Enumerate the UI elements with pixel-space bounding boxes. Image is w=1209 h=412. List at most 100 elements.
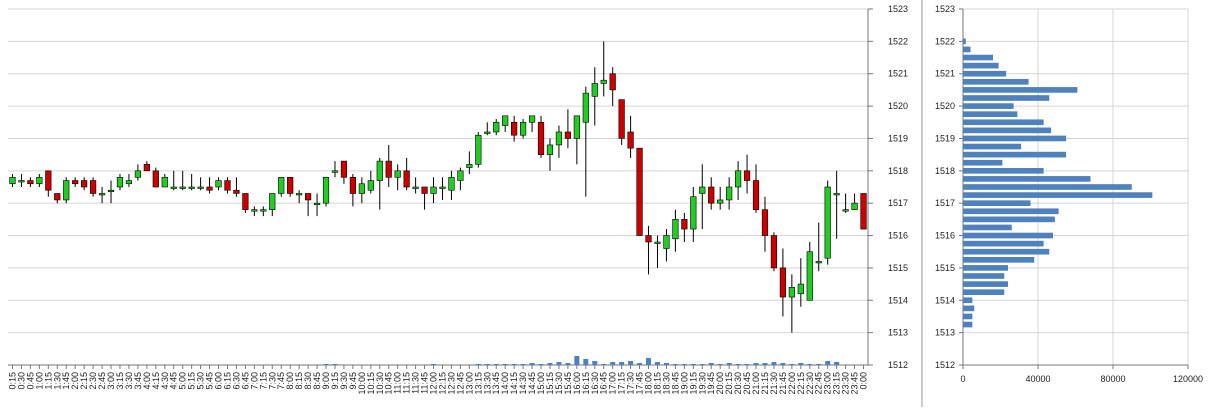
x-tick-label: 19:30 (697, 372, 707, 395)
x-tick-label: 22:30 (805, 372, 815, 395)
candle-body (815, 261, 822, 264)
volume-bar (780, 363, 786, 365)
x-tick-label: 20:15 (724, 372, 734, 395)
x-tick-label: 17:30 (626, 372, 636, 395)
profile-bar (963, 321, 973, 328)
x-tick-label: 18:00 (644, 372, 654, 395)
x-tick-label: 22:00 (787, 372, 797, 395)
candle (63, 177, 70, 204)
profile-bar (963, 265, 1008, 271)
candle-body (743, 170, 751, 181)
candle (806, 242, 813, 301)
y-tick-label: 1514 (935, 295, 955, 305)
candle (466, 151, 473, 175)
candle-body (107, 189, 115, 193)
y-tick-label: 1515 (935, 263, 955, 273)
candle-body (824, 186, 831, 259)
candle (143, 161, 150, 172)
volume-bar (431, 364, 437, 365)
y-tick-label: 1522 (935, 36, 955, 46)
candle-body (555, 131, 563, 146)
y-tick-label: 1518 (888, 166, 908, 176)
x-tick-label: 5:30 (196, 372, 206, 390)
x-tick-label: 2:30 (88, 372, 98, 390)
candle-body (448, 176, 455, 191)
x-tick-label: 15:30 (554, 372, 564, 395)
candle (618, 99, 625, 145)
candle (313, 193, 321, 217)
x-tick-label: 5:00 (178, 372, 188, 390)
candle-body (609, 73, 616, 91)
volume-bar (583, 359, 589, 365)
x-tick-label: 9:00 (321, 372, 331, 390)
candle (152, 167, 159, 188)
candle-body (287, 176, 294, 194)
x-tick-label: 9:30 (339, 372, 349, 390)
x-tick-label: 3:15 (115, 372, 125, 390)
volume-bar (789, 364, 795, 365)
x-tick-label: 4:15 (151, 372, 161, 390)
volume-bar (708, 363, 714, 365)
x-tick-label: 22:15 (796, 372, 806, 395)
profile-bar (963, 208, 1059, 215)
candle-body (242, 193, 249, 210)
x-tick-label: 2:45 (97, 372, 107, 390)
volume-bar (672, 364, 678, 365)
candle (842, 193, 849, 213)
x-tick-label: 8:00 (285, 372, 295, 390)
candle-body (161, 176, 168, 188)
candle (439, 177, 446, 200)
candle-body (98, 193, 106, 196)
candle (851, 193, 858, 210)
x-tick-label: 10:00 (357, 372, 367, 395)
candle-body (699, 186, 706, 194)
candle (609, 67, 616, 107)
candle-body (654, 241, 661, 244)
x-tick-label: 20:00 (715, 372, 725, 395)
x-tick-label: 16:45 (599, 372, 609, 395)
volume-bar (807, 364, 813, 365)
volume-bar (753, 363, 759, 365)
candle (107, 180, 115, 204)
y-tick-label: 1513 (935, 328, 955, 338)
x-tick-label: 7:30 (267, 372, 277, 390)
y-tick-label: 1515 (888, 263, 908, 273)
candle-body (672, 219, 679, 240)
x-tick-label: 13:30 (482, 372, 492, 395)
volume-bar (834, 362, 840, 365)
candle-body (251, 209, 258, 212)
profile-bar (963, 248, 1050, 255)
candle-body (475, 134, 482, 165)
x-tick-label: 8:15 (294, 372, 304, 390)
candle-body (394, 170, 401, 178)
candle-body (206, 186, 213, 191)
candle (358, 177, 365, 204)
candle (224, 177, 231, 194)
x-tick-label: 20:45 (742, 372, 752, 395)
candle (726, 177, 733, 210)
candle (555, 125, 563, 158)
profile-bar (963, 176, 1091, 182)
candle-body (636, 147, 643, 236)
profile-bar (963, 70, 1007, 77)
candle (385, 144, 392, 187)
profile-bar (963, 232, 1053, 239)
x-tick-label: 18:30 (661, 372, 671, 395)
candle (54, 193, 61, 204)
x-tick-label: 10:45 (384, 372, 394, 395)
candle-body (833, 193, 840, 196)
candle-body (457, 170, 464, 181)
candle (412, 177, 419, 194)
volume-bar (332, 364, 338, 365)
candle-body (546, 144, 554, 155)
x-tick-label: 1:00 (34, 372, 44, 390)
x-tick-label: 23:00 (823, 372, 833, 395)
x-tick-label: 7:00 (249, 372, 259, 390)
profile-bars (963, 38, 1153, 328)
x-tick-label: 3:45 (133, 372, 143, 390)
volume-bar (771, 362, 777, 365)
candle (484, 122, 491, 136)
candle-body (421, 186, 428, 194)
volume-bar (637, 363, 643, 365)
candle-body (385, 160, 392, 178)
